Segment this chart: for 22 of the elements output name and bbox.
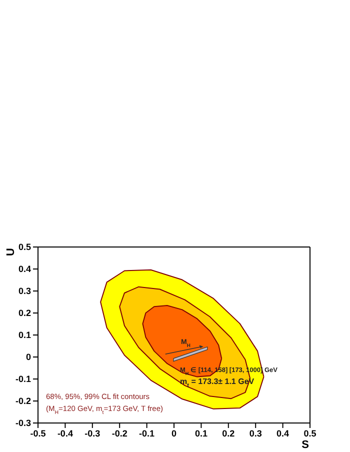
x-tick-label: -0.3 xyxy=(84,428,100,438)
y-tick-label: 0.4 xyxy=(18,264,31,274)
y-tick-label: 0 xyxy=(26,352,31,362)
y-tick-label: 0.2 xyxy=(18,308,31,318)
y-tick-label: 0.3 xyxy=(18,286,31,296)
x-tick-label: 0.3 xyxy=(249,428,262,438)
x-tick-label: -0.5 xyxy=(30,428,46,438)
x-tick-label: 0.1 xyxy=(194,428,208,438)
x-tick-label: 0.4 xyxy=(276,428,290,438)
y-tick-label: 0.1 xyxy=(18,330,31,340)
y-tick-label: 0.5 xyxy=(18,242,31,252)
y-axis-title: U xyxy=(5,248,17,256)
x-tick-label: -0.4 xyxy=(57,428,73,438)
y-tick-label: -0.1 xyxy=(15,374,31,384)
y-tick-label: -0.3 xyxy=(15,418,31,428)
x-tick-label: -0.2 xyxy=(112,428,128,438)
x-tick-label: 0.2 xyxy=(222,428,235,438)
x-tick-label: 0.5 xyxy=(304,428,316,438)
y-tick-label: -0.2 xyxy=(15,396,31,406)
x-axis-title: S xyxy=(302,439,309,451)
x-tick-label: -0.1 xyxy=(139,428,155,438)
x-tick-label: 0 xyxy=(171,428,177,438)
